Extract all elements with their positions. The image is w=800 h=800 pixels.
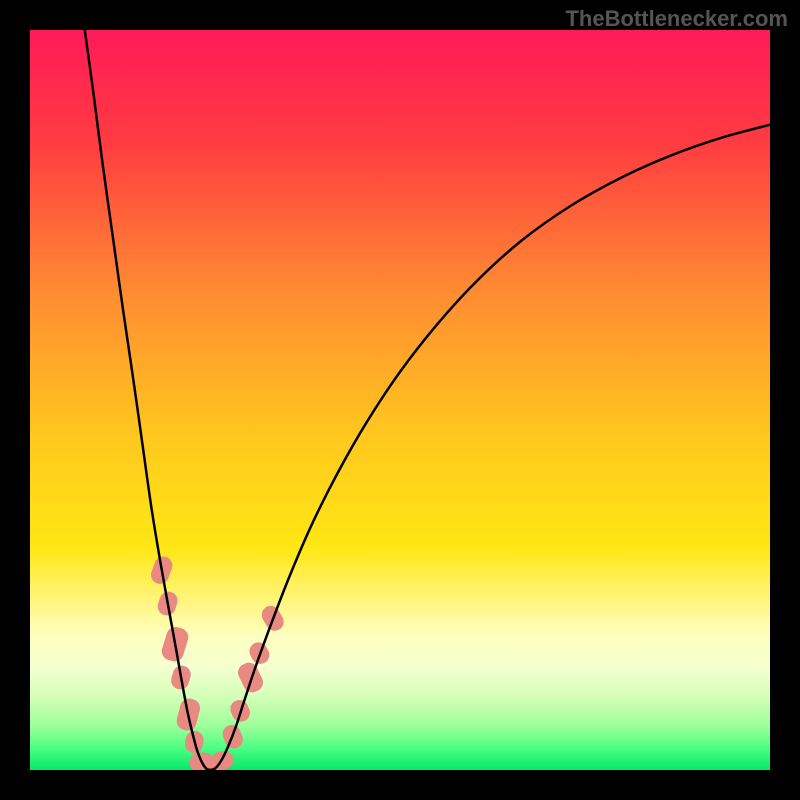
right-curve <box>210 125 770 770</box>
markers-group <box>148 554 287 770</box>
left-curve <box>85 30 210 770</box>
chart-frame: TheBottlenecker.com <box>0 0 800 800</box>
chart-svg <box>30 30 770 770</box>
marker <box>235 660 266 696</box>
plot-area <box>30 30 770 770</box>
attribution-text: TheBottlenecker.com <box>565 6 788 32</box>
